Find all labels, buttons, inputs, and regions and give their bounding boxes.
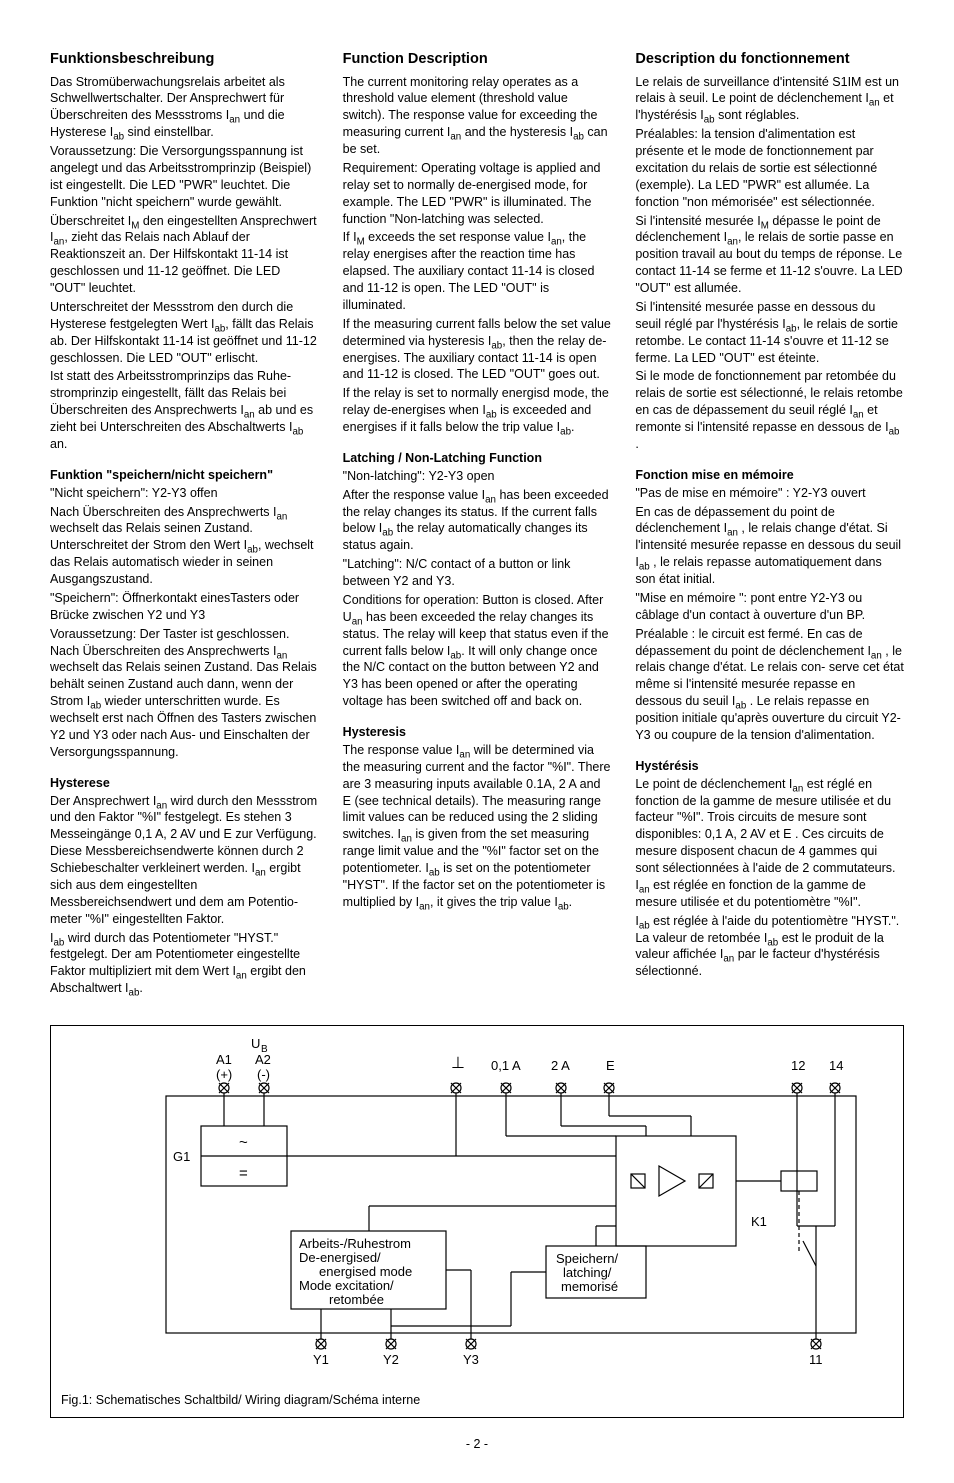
column-fr: Description du fonctionnement Le relais … <box>635 50 904 999</box>
en-p1: The current monitoring relay operates as… <box>343 74 612 158</box>
de-hyst2: Iab wird durch das Potentiometer "HYST."… <box>50 930 319 998</box>
lbl-dc: = <box>239 1165 248 1182</box>
de-latch4: Voraussetzung: Der Taster ist geschlosse… <box>50 626 319 761</box>
lbl-y1: Y1 <box>313 1352 329 1367</box>
de-latch1: "Nicht speichern": Y2-Y3 offen <box>50 485 319 502</box>
page-number: - 2 - <box>50 1436 904 1453</box>
fr-latch1: "Pas de mise en mémoire" : Y2-Y3 ouvert <box>635 485 904 502</box>
lbl-e: E <box>606 1058 615 1073</box>
lbl-01a: 0,1 A <box>491 1058 521 1073</box>
fr-p5: Si le mode de fonctionnement par retombé… <box>635 368 904 452</box>
en-p5: If the relay is set to normally energisd… <box>343 385 612 436</box>
lbl-plus: (+) <box>216 1067 232 1082</box>
de-latch2: Nach Überschreiten des Ansprechwerts Ian… <box>50 504 319 588</box>
lbl-b2l2: latching/ <box>563 1265 612 1280</box>
lbl-14: 14 <box>829 1058 843 1073</box>
en-latch3: "Latching": N/C contact of a button or l… <box>343 556 612 590</box>
lbl-perp: ⊥ <box>451 1055 465 1072</box>
en-p2: Requirement: Operating voltage is applie… <box>343 160 612 228</box>
fr-latch3: "Mise en mémoire ": pont entre Y2-Y3 ou … <box>635 590 904 624</box>
en-latch1: "Non-latching": Y2-Y3 open <box>343 468 612 485</box>
en-latch4: Conditions for operation: Button is clos… <box>343 592 612 710</box>
fr-latch4: Préalable : le circuit est fermé. En cas… <box>635 626 904 744</box>
en-p3: If IM exceeds the set response value Ian… <box>343 229 612 313</box>
fr-hyst2: Iab est réglée à l'aide du potentiomètre… <box>635 913 904 981</box>
text-columns: Funktionsbeschreibung Das Stromüberwachu… <box>50 50 904 999</box>
column-en: Function Description The current monitor… <box>343 50 612 999</box>
de-hyst1: Der Ansprechwert Ian wird durch den Mess… <box>50 793 319 928</box>
lbl-b1l3: energised mode <box>319 1264 412 1279</box>
en-p4: If the measuring current falls below the… <box>343 316 612 384</box>
de-p1: Das Stromüberwachungsrelais arbeitet als… <box>50 74 319 142</box>
fr-p2: Préalables: la tension d'alimentation es… <box>635 126 904 210</box>
lbl-2a: 2 A <box>551 1058 570 1073</box>
de-p2: Voraussetzung: Die Versorgungsspannung i… <box>50 143 319 211</box>
fr-p1: Le relais de surveillance d'intensité S1… <box>635 74 904 125</box>
lbl-11: 11 <box>809 1352 823 1367</box>
lbl-k1: K1 <box>751 1214 767 1229</box>
lbl-y2: Y2 <box>383 1352 399 1367</box>
fr-hyst1: Le point de déclenchement Ian est réglé … <box>635 776 904 911</box>
de-p5: Ist statt des Arbeitsstromprinzips das R… <box>50 368 319 452</box>
de-p3: Überschreitet IM den eingestellten Anspr… <box>50 213 319 297</box>
de-latch3: "Speichern": Öffnerkontakt einesTasters … <box>50 590 319 624</box>
column-de: Funktionsbeschreibung Das Stromüberwachu… <box>50 50 319 999</box>
de-h-latch: Funktion "speichern/nicht speichern" <box>50 467 319 484</box>
lbl-b1l4: Mode excitation/ <box>299 1278 394 1293</box>
lbl-a1: A1 <box>216 1052 232 1067</box>
lbl-a2: A2 <box>255 1052 271 1067</box>
wiring-diagram: UB A1 A2 (+) (-) G1 ~ = <box>51 1026 903 1386</box>
diagram-caption: Fig.1: Schematisches Schaltbild/ Wiring … <box>51 1386 903 1417</box>
lbl-minus: (-) <box>257 1067 270 1082</box>
lbl-b1l1: Arbeits-/Ruhestrom <box>299 1236 411 1251</box>
de-title: Funktionsbeschreibung <box>50 50 319 70</box>
fr-latch2: En cas de dépassement du point de déclen… <box>635 504 904 588</box>
en-h-latch: Latching / Non-Latching Function <box>343 450 612 467</box>
de-p4: Unterschreitet der Messstrom den durch d… <box>50 299 319 367</box>
lbl-ac: ~ <box>239 1134 248 1151</box>
en-latch2: After the response value Ian has been ex… <box>343 487 612 555</box>
fr-h-latch: Fonction mise en mémoire <box>635 467 904 484</box>
lbl-b2l1: Speichern/ <box>556 1251 619 1266</box>
fr-p4: Si l'intensité mesurée passe en dessous … <box>635 299 904 367</box>
svg-text:U: U <box>251 1036 260 1051</box>
fr-title: Description du fonctionnement <box>635 50 904 70</box>
fr-h-hyst: Hystérésis <box>635 758 904 775</box>
lbl-b1l5: retombée <box>329 1292 384 1307</box>
fr-p3: Si l'intensité mesurée IM dépasse le poi… <box>635 213 904 297</box>
en-title: Function Description <box>343 50 612 70</box>
de-h-hyst: Hysterese <box>50 775 319 792</box>
en-h-hyst: Hysteresis <box>343 724 612 741</box>
lbl-b2l3: memorisé <box>561 1279 618 1294</box>
lbl-12: 12 <box>791 1058 805 1073</box>
lbl-b1l2: De-energised/ <box>299 1250 381 1265</box>
lbl-y3: Y3 <box>463 1352 479 1367</box>
en-hyst1: The response value Ian will be determine… <box>343 742 612 911</box>
wiring-diagram-box: UB A1 A2 (+) (-) G1 ~ = <box>50 1025 904 1418</box>
lbl-g1: G1 <box>173 1149 190 1164</box>
